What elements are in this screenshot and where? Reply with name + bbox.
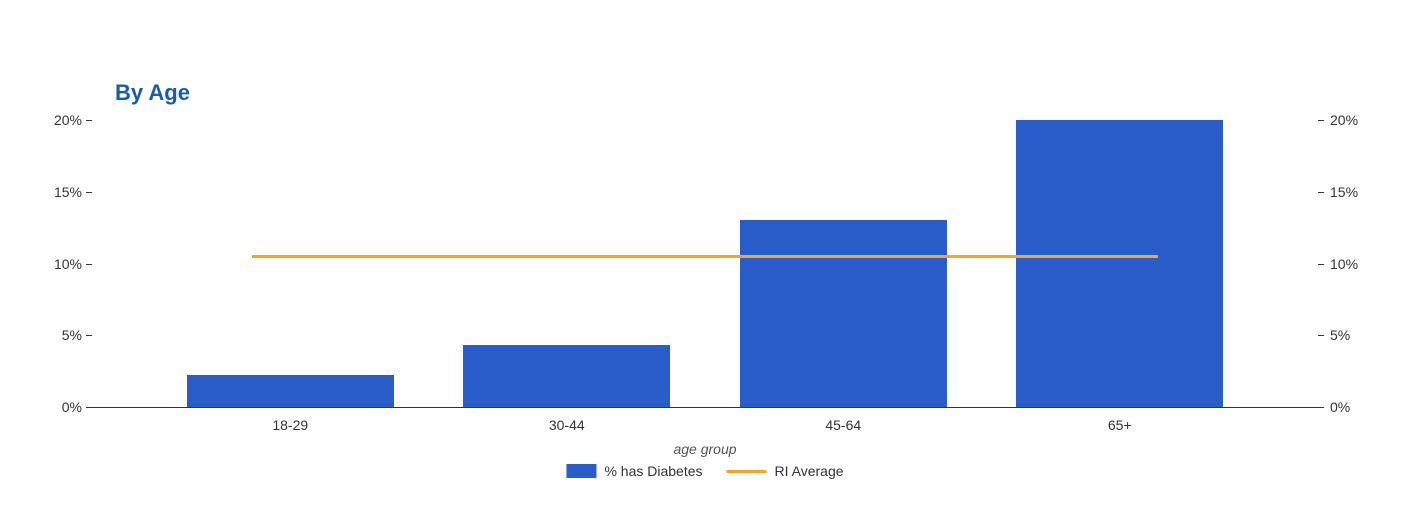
bar: [187, 375, 394, 407]
bar: [740, 220, 947, 407]
y-tick-label: 15%: [32, 184, 82, 200]
x-axis-line: [92, 407, 1318, 408]
x-axis-title: age group: [655, 441, 755, 457]
x-category-label: 30-44: [429, 417, 706, 433]
y-tick-label-right: 15%: [1330, 184, 1390, 200]
y-tick-label-right: 0%: [1330, 399, 1390, 415]
y-tick-mark-right: [1318, 335, 1324, 336]
legend-item-line: RI Average: [727, 463, 844, 479]
y-tick-mark: [86, 407, 92, 408]
bar: [463, 345, 670, 407]
y-tick-label-right: 10%: [1330, 256, 1390, 272]
y-tick-mark-right: [1318, 120, 1324, 121]
y-tick-mark-right: [1318, 192, 1324, 193]
x-category-label: 65+: [982, 417, 1259, 433]
legend-line-label: RI Average: [775, 463, 844, 479]
legend-swatch-icon: [566, 464, 596, 478]
plot-area: 0%0%5%5%10%10%15%15%20%20%18-2930-4445-6…: [92, 120, 1318, 407]
x-category-label: 18-29: [152, 417, 429, 433]
y-tick-mark: [86, 192, 92, 193]
y-tick-label-right: 5%: [1330, 327, 1390, 343]
legend-series-label: % has Diabetes: [604, 463, 702, 479]
y-tick-label: 20%: [32, 112, 82, 128]
y-tick-mark: [86, 120, 92, 121]
y-tick-mark: [86, 264, 92, 265]
y-tick-mark-right: [1318, 264, 1324, 265]
legend: % has Diabetes RI Average: [566, 463, 843, 479]
legend-item-bars: % has Diabetes: [566, 463, 702, 479]
y-tick-mark: [86, 335, 92, 336]
y-tick-label: 5%: [32, 327, 82, 343]
chart-container: By Age 0%0%5%5%10%10%15%15%20%20%18-2930…: [0, 0, 1410, 517]
y-tick-label-right: 20%: [1330, 112, 1390, 128]
ri-average-line: [252, 255, 1158, 258]
legend-line-icon: [727, 470, 767, 473]
bar: [1016, 120, 1223, 407]
y-tick-mark-right: [1318, 407, 1324, 408]
y-tick-label: 0%: [32, 399, 82, 415]
y-tick-label: 10%: [32, 256, 82, 272]
x-category-label: 45-64: [705, 417, 982, 433]
chart-title: By Age: [115, 80, 190, 106]
